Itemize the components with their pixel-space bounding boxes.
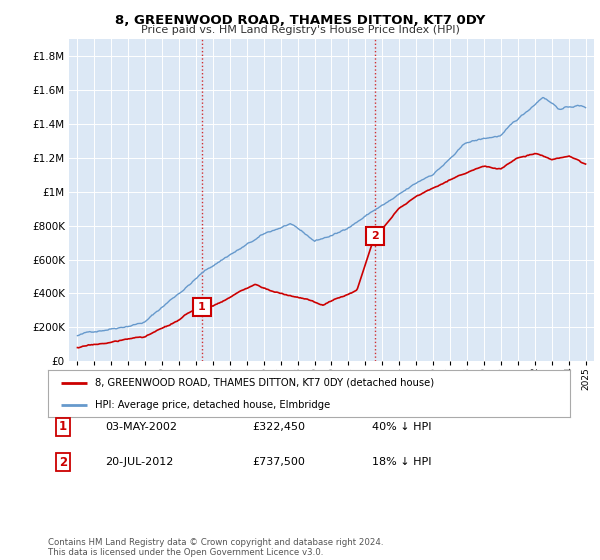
Text: 20-JUL-2012: 20-JUL-2012 (105, 457, 173, 467)
Text: 1: 1 (198, 301, 206, 311)
Text: Price paid vs. HM Land Registry's House Price Index (HPI): Price paid vs. HM Land Registry's House … (140, 25, 460, 35)
Text: 18% ↓ HPI: 18% ↓ HPI (372, 457, 431, 467)
Text: 03-MAY-2002: 03-MAY-2002 (105, 422, 177, 432)
Text: 40% ↓ HPI: 40% ↓ HPI (372, 422, 431, 432)
Text: HPI: Average price, detached house, Elmbridge: HPI: Average price, detached house, Elmb… (95, 400, 330, 410)
Text: £322,450: £322,450 (252, 422, 305, 432)
Text: 2: 2 (59, 455, 67, 469)
Text: Contains HM Land Registry data © Crown copyright and database right 2024.
This d: Contains HM Land Registry data © Crown c… (48, 538, 383, 557)
Text: 1: 1 (59, 420, 67, 433)
Text: 2: 2 (371, 231, 379, 241)
Text: 8, GREENWOOD ROAD, THAMES DITTON, KT7 0DY (detached house): 8, GREENWOOD ROAD, THAMES DITTON, KT7 0D… (95, 378, 434, 388)
Text: 8, GREENWOOD ROAD, THAMES DITTON, KT7 0DY: 8, GREENWOOD ROAD, THAMES DITTON, KT7 0D… (115, 14, 485, 27)
Text: £737,500: £737,500 (252, 457, 305, 467)
